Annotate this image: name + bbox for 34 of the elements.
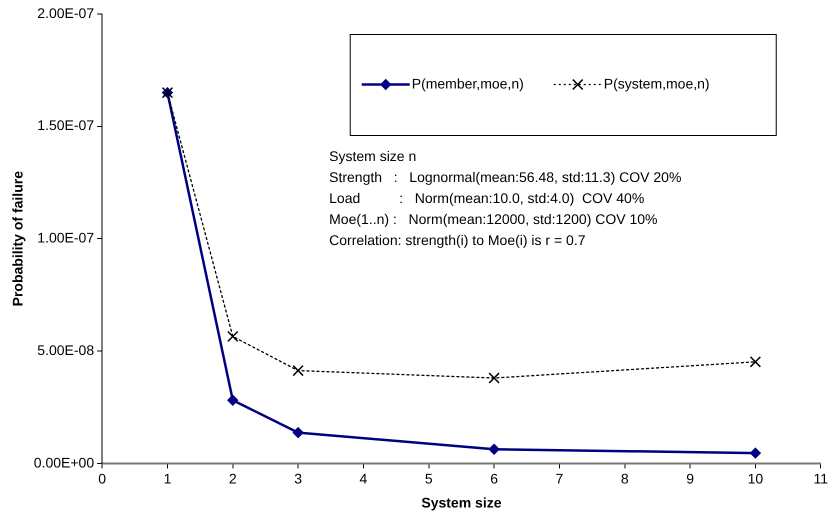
- x-tick-label: 2: [228, 470, 237, 487]
- legend-label: P(member,moe,n): [412, 75, 524, 92]
- y-axis-title: Probability of failure: [9, 170, 26, 306]
- point: [488, 444, 500, 455]
- point: [227, 330, 238, 342]
- x-tick-label: 4: [360, 470, 368, 487]
- y-tick-label: 1.50E-07: [37, 117, 94, 134]
- annotation: Moe(1..n) : Norm(mean:12000, std:1200) COV 10%: [329, 210, 658, 227]
- x-tick-label: 0: [98, 470, 106, 487]
- y-tick-label: 5.00E-08: [37, 342, 94, 358]
- x-axis-title: System size: [421, 494, 502, 510]
- x-tick-label: 3: [294, 470, 302, 487]
- point: [750, 356, 762, 368]
- x-tick-label: 8: [620, 470, 629, 487]
- annotation: System size n: [329, 148, 416, 164]
- x-tick-label: 7: [556, 470, 564, 487]
- point: [292, 364, 304, 376]
- point: [227, 394, 238, 406]
- x-tick-label: 9: [686, 470, 694, 487]
- legend-label: P(system,moe,n): [604, 75, 710, 92]
- x-tick-label: 5: [424, 470, 433, 487]
- annotation: Strength : Lognormal(mean:56.48, std:11.3) COV 20%: [329, 168, 682, 185]
- y-tick-label: 1.00E-07: [37, 230, 94, 246]
- x-tick-label: 11: [813, 470, 828, 487]
- annotation: Load : Norm(mean:10.0, std:4.0) COV 40%: [329, 190, 644, 206]
- x-tick-label: 1: [164, 470, 172, 487]
- point: [750, 448, 761, 459]
- y-tick-label: 0.00E+00: [34, 454, 94, 470]
- y-tick-label: 2.00E-07: [37, 4, 94, 21]
- annotation: Correlation: strength(i) to Moe(i) is r = 0.7: [329, 232, 586, 248]
- point: [292, 427, 304, 438]
- x-tick-label: 10: [748, 470, 764, 487]
- point: [488, 372, 500, 384]
- x-tick-label: 6: [490, 470, 498, 487]
